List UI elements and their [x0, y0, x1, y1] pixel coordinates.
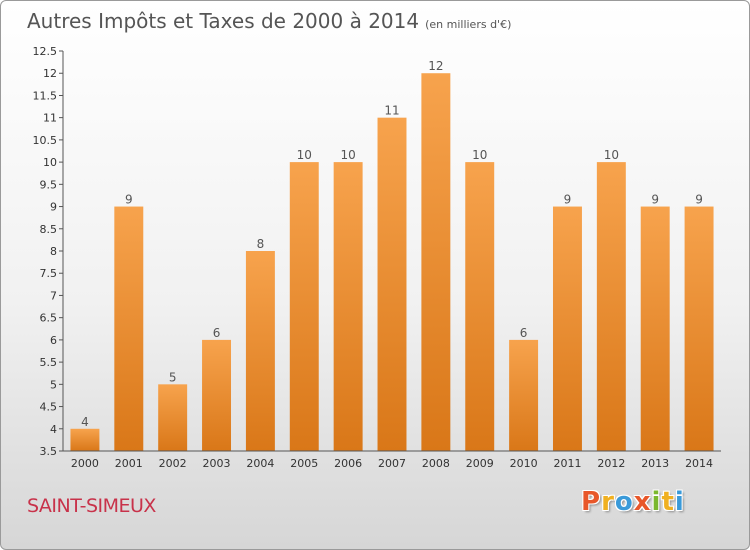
x-tick-label: 2003 [203, 457, 231, 470]
x-tick-label: 2002 [159, 457, 187, 470]
y-tick-label: 8 [50, 245, 57, 258]
x-tick-label: 2014 [685, 457, 713, 470]
bar [684, 206, 714, 451]
bar-value-label: 12 [428, 59, 443, 73]
y-tick-label: 5.5 [40, 356, 58, 369]
bar-value-label: 6 [213, 326, 221, 340]
logo-letter: i [651, 487, 662, 517]
bar [70, 428, 100, 451]
bar [377, 117, 407, 452]
x-tick-label: 2004 [246, 457, 274, 470]
x-tick-label: 2005 [290, 457, 318, 470]
y-tick-label: 9 [50, 201, 57, 214]
logo-letter: i [674, 487, 685, 517]
bar [333, 162, 363, 451]
bar-value-label: 10 [297, 148, 312, 162]
bar-value-label: 11 [384, 104, 399, 118]
logo-letter: P [581, 487, 602, 517]
bar [202, 339, 232, 451]
chart-subtitle: (en milliers d'€) [425, 18, 512, 31]
bar-value-label: 9 [695, 193, 703, 207]
bars: 4 9 5 6 8 10 10 11 12 10 6 9 10 9 9 [70, 59, 714, 452]
y-tick-label: 7 [50, 289, 57, 302]
y-tick-label: 5 [50, 378, 57, 391]
bar [158, 384, 188, 451]
x-tick-label: 2010 [510, 457, 538, 470]
x-axis: 2000 2001 2002 2003 2004 2005 2006 2007 2008 2009… [63, 450, 721, 470]
y-tick-label: 11.5 [33, 89, 58, 102]
y-tick-label: 4 [50, 423, 57, 436]
chart-title-block: Autres Impôts et Taxes de 2000 à 2014 (en… [27, 9, 511, 33]
bar-value-label: 5 [169, 370, 177, 384]
logo-letter: x [633, 487, 652, 517]
y-tick-label: 10 [43, 156, 57, 169]
bar-value-label: 10 [472, 148, 487, 162]
logo-letter: r [601, 487, 615, 517]
x-tick-label: 2013 [641, 457, 669, 470]
y-tick-label: 6 [50, 334, 57, 347]
bar-value-label: 8 [257, 237, 265, 251]
x-tick-label: 2001 [115, 457, 143, 470]
bar [552, 206, 582, 451]
y-tick-label: 6.5 [40, 312, 58, 325]
y-axis: 3.5 4 4.5 5 5.5 6 6.5 7 7.5 8 8.5 9 9.5 10 10.5 11 11.5 1… [33, 45, 64, 458]
y-tick-label: 12.5 [33, 45, 58, 58]
bar [245, 251, 275, 451]
x-tick-label: 2006 [334, 457, 362, 470]
bar-value-label: 9 [125, 193, 133, 207]
bar-value-label: 6 [520, 326, 528, 340]
bar [114, 206, 144, 451]
bar [421, 73, 451, 451]
x-tick-label: 2000 [71, 457, 99, 470]
proxiti-logo: Proxiti [581, 487, 685, 517]
bar-value-label: 9 [564, 193, 572, 207]
y-tick-label: 12 [43, 67, 57, 80]
x-tick-label: 2012 [597, 457, 625, 470]
x-tick-label: 2011 [553, 457, 581, 470]
bar [509, 339, 539, 451]
logo-letter: t [661, 487, 675, 517]
bar-value-label: 4 [81, 415, 89, 429]
y-tick-label: 8.5 [40, 223, 58, 236]
bar [465, 162, 495, 451]
bar-value-label: 10 [340, 148, 355, 162]
y-tick-label: 9.5 [40, 178, 58, 191]
bar [596, 162, 626, 451]
y-tick-label: 10.5 [33, 134, 58, 147]
bar-value-label: 9 [651, 193, 659, 207]
x-tick-label: 2008 [422, 457, 450, 470]
y-tick-label: 3.5 [40, 445, 58, 458]
y-tick-label: 11 [43, 112, 57, 125]
bar [640, 206, 670, 451]
y-tick-label: 4.5 [40, 401, 58, 414]
x-tick-label: 2009 [466, 457, 494, 470]
logo-letter: o [614, 487, 634, 517]
y-tick-label: 7.5 [40, 267, 58, 280]
chart-title: Autres Impôts et Taxes de 2000 à 2014 [27, 9, 420, 33]
bar [289, 162, 319, 451]
x-tick-label: 2007 [378, 457, 406, 470]
bar-value-label: 10 [604, 148, 619, 162]
place-name: SAINT-SIMEUX [27, 495, 156, 517]
